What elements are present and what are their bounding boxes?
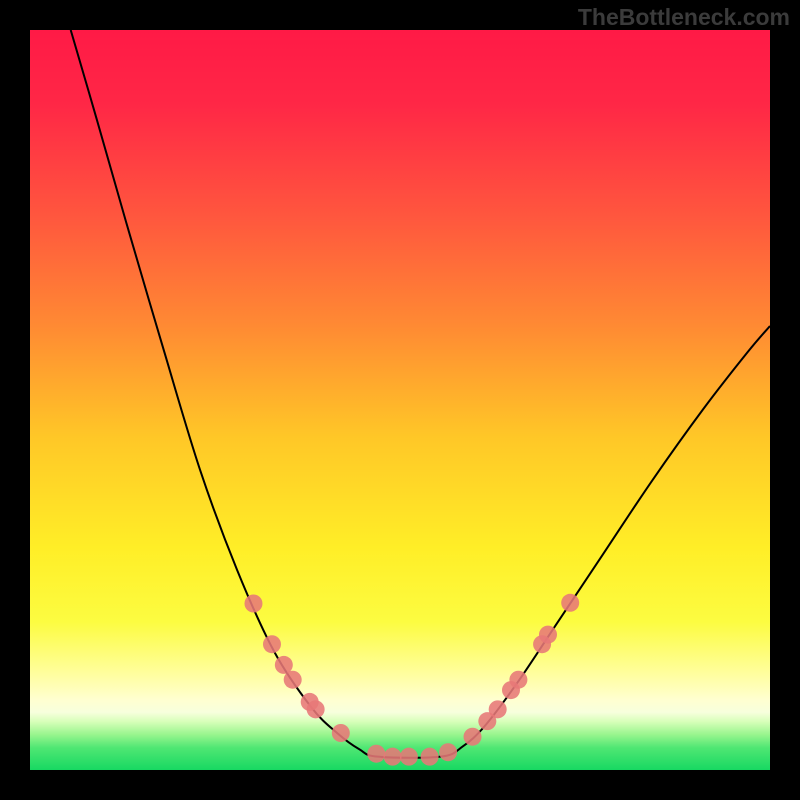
scatter-point bbox=[561, 594, 579, 612]
scatter-point bbox=[284, 671, 302, 689]
scatter-point bbox=[263, 635, 281, 653]
watermark-text: TheBottleneck.com bbox=[578, 4, 790, 31]
scatter-point bbox=[489, 700, 507, 718]
scatter-point bbox=[509, 671, 527, 689]
scatter-point bbox=[244, 595, 262, 613]
scatter-point bbox=[367, 745, 385, 763]
scatter-point bbox=[400, 748, 418, 766]
plot-background bbox=[30, 30, 770, 770]
bottleneck-chart bbox=[0, 0, 800, 800]
chart-container: TheBottleneck.com bbox=[0, 0, 800, 800]
scatter-point bbox=[439, 743, 457, 761]
scatter-point bbox=[384, 748, 402, 766]
scatter-point bbox=[332, 724, 350, 742]
scatter-point bbox=[539, 626, 557, 644]
scatter-point bbox=[421, 748, 439, 766]
scatter-point bbox=[307, 700, 325, 718]
scatter-point bbox=[464, 728, 482, 746]
